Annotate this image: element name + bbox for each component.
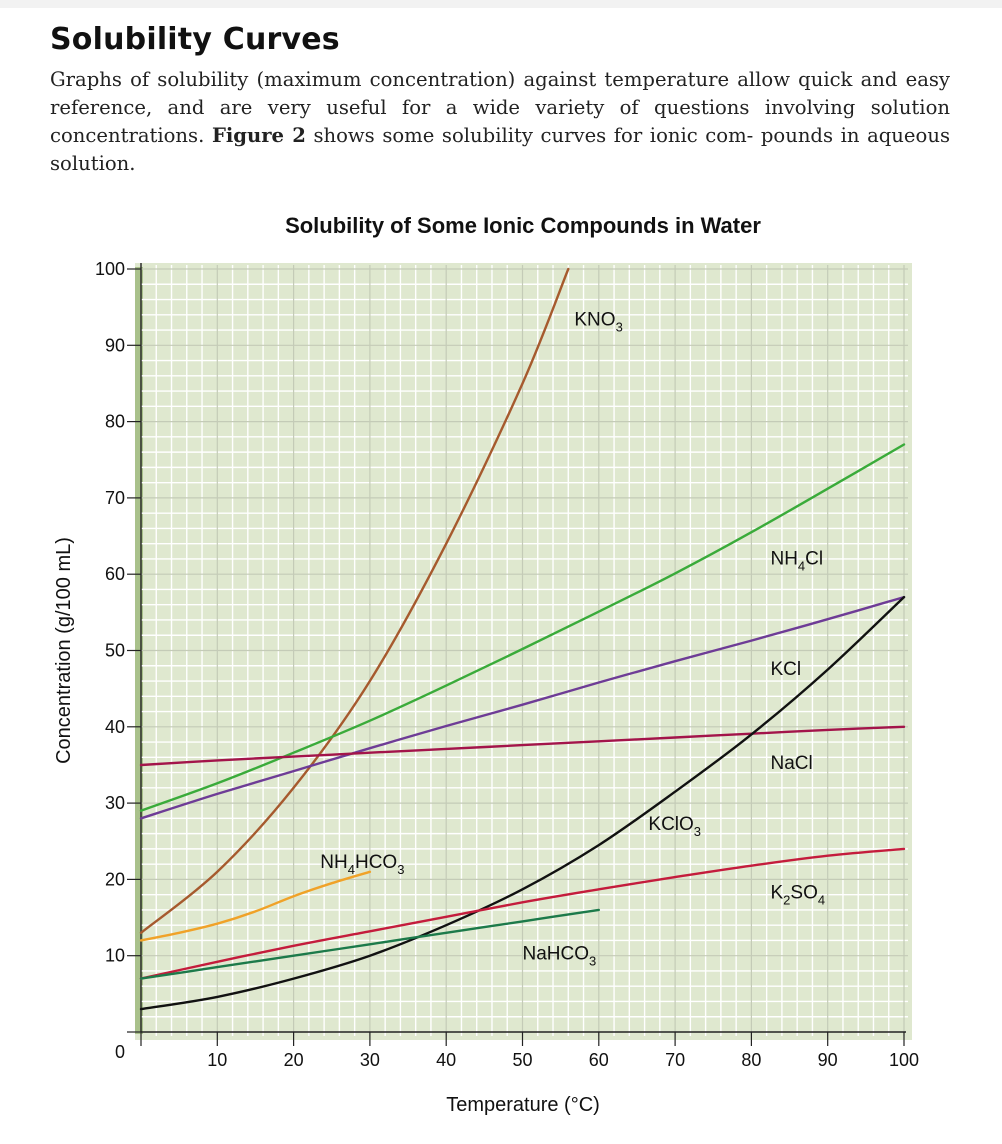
y-tick-label: 90: [105, 335, 125, 355]
x-tick-label: 60: [589, 1050, 609, 1070]
y-tick-label: 80: [105, 412, 125, 432]
series-line-kcl: [139, 595, 906, 820]
x-tick-label: 30: [360, 1050, 380, 1070]
figure-reference: Figure 2: [211, 124, 306, 147]
series-label-nahco3: NaHCO3: [523, 944, 597, 969]
series-label-nh4hco3: NH4HCO3: [320, 852, 404, 877]
x-tick-label: 20: [284, 1050, 304, 1070]
y-tick-label: 50: [105, 641, 125, 661]
paragraph-text-before: Graphs of solubility (maximum concentrat…: [50, 68, 950, 147]
x-axis-label: Temperature (°C): [446, 1094, 600, 1116]
section-paragraph: Graphs of solubility (maximum concentrat…: [50, 66, 950, 178]
series-line-kclo3: [139, 595, 906, 1011]
series-line-k2so4: [139, 847, 906, 980]
y-tick-label: 70: [105, 488, 125, 508]
series-line-nh4hco3: [139, 870, 372, 942]
y-axis-label: Concentration (g/100 mL): [53, 537, 75, 764]
chart-title: Solubility of Some Ionic Compounds in Wa…: [285, 213, 761, 238]
y-tick-label: 40: [105, 717, 125, 737]
series-line-nacl: [139, 725, 906, 767]
x-tick-label: 40: [436, 1050, 456, 1070]
y-tick-label: 10: [105, 946, 125, 966]
top-bar: [0, 0, 1002, 8]
series-line-nahco3: [139, 908, 600, 980]
series-label-nh4cl: NH4Cl: [770, 548, 823, 573]
x-tick-label: 50: [512, 1050, 532, 1070]
x-tick-label: 80: [741, 1050, 761, 1070]
y-tick-label: 60: [105, 564, 125, 584]
x-tick-label: 90: [818, 1050, 838, 1070]
section-title: Solubility Curves: [50, 22, 340, 57]
y-tick-label: 20: [105, 869, 125, 889]
paragraph-text-after: shows some solubility curves for ionic c…: [50, 124, 950, 175]
x-tick-label: 100: [889, 1050, 919, 1070]
series-label-kclo3: KClO3: [648, 814, 701, 839]
y-tick-label: 100: [95, 259, 125, 279]
series-label-kcl: KCl: [770, 659, 801, 680]
origin-label: 0: [115, 1042, 125, 1062]
series-label-kno3: KNO3: [574, 309, 622, 334]
x-tick-label: 10: [207, 1050, 227, 1070]
series-label-nacl: NaCl: [770, 753, 812, 774]
series-label-k2so4: K2SO4: [770, 882, 825, 907]
x-tick-label: 70: [665, 1050, 685, 1070]
solubility-chart: Solubility of Some Ionic Compounds in Wa…: [53, 213, 919, 1116]
series-line-nh4cl: [139, 443, 906, 812]
y-tick-label: 30: [105, 793, 125, 813]
series-line-kno3: [139, 267, 570, 934]
